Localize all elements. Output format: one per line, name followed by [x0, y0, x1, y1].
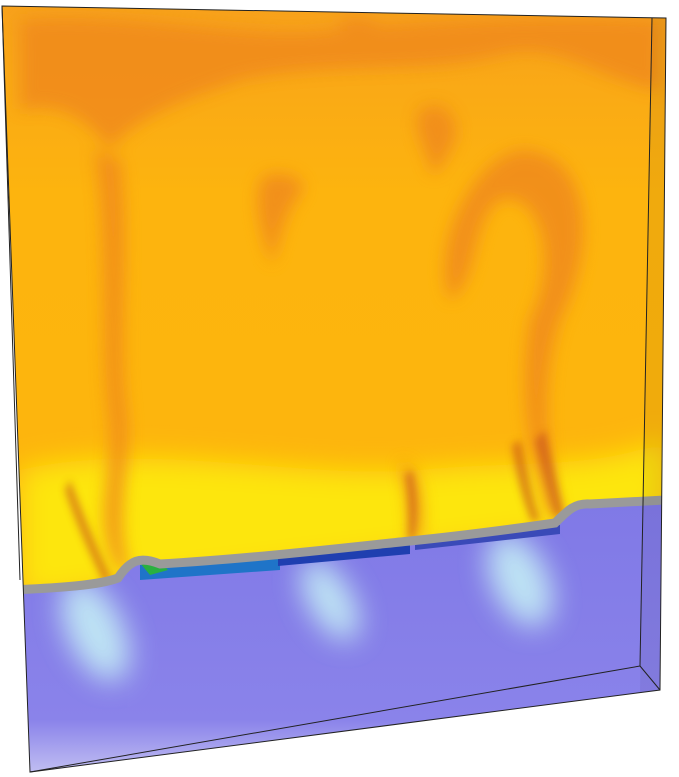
interface — [9, 495, 666, 595]
side-wall — [640, 18, 666, 692]
bounding-box — [1, 5, 667, 773]
light-plumes — [60, 533, 554, 682]
plume-cores — [65, 430, 565, 582]
plumes — [20, 17, 660, 570]
